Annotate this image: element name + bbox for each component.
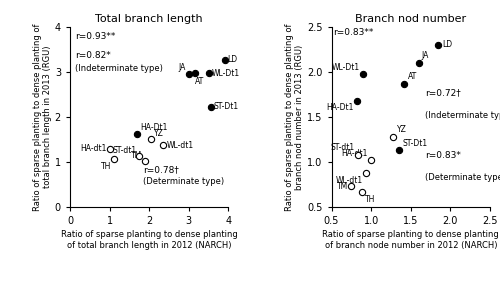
Y-axis label: Ratio of sparse planting to dense planting of
branch nod number in 2013 (RGU): Ratio of sparse planting to dense planti…: [285, 23, 304, 211]
Text: WL-Dt1: WL-Dt1: [212, 69, 240, 78]
Text: TH: TH: [365, 194, 375, 204]
Text: (Determinate type): (Determinate type): [425, 173, 500, 182]
Text: HA-Dt1: HA-Dt1: [140, 123, 168, 132]
Text: ST-Dt1: ST-Dt1: [214, 102, 239, 112]
Text: (Indeterminate type): (Indeterminate type): [425, 111, 500, 120]
Text: TH: TH: [101, 162, 112, 170]
Text: ST-dt1: ST-dt1: [112, 146, 136, 155]
Text: YZ: YZ: [396, 125, 406, 134]
Text: LD: LD: [442, 40, 452, 49]
Text: r=0.83*: r=0.83*: [425, 151, 461, 160]
Text: JA: JA: [178, 63, 186, 72]
Title: Branch nod number: Branch nod number: [355, 15, 467, 25]
Text: YZ: YZ: [154, 129, 164, 138]
Text: WL-dt1: WL-dt1: [336, 176, 362, 185]
Text: WL-Dt1: WL-Dt1: [332, 63, 360, 72]
Text: r=0.82*: r=0.82*: [75, 52, 110, 60]
Text: (Indeterminate type): (Indeterminate type): [75, 64, 162, 73]
Text: r=0.72†: r=0.72†: [425, 88, 461, 97]
Text: ST-Dt1: ST-Dt1: [402, 139, 427, 148]
Y-axis label: Ratio of sparse planting to dense planting of
total branch length in 2013 (RGU): Ratio of sparse planting to dense planti…: [32, 23, 52, 211]
Text: LD: LD: [228, 55, 238, 64]
Text: TM: TM: [337, 182, 348, 191]
Text: HA-dt1: HA-dt1: [342, 149, 368, 157]
Text: AT: AT: [195, 77, 204, 86]
X-axis label: Ratio of sparse planting to dense planting
of branch node number in 2012 (NARCH): Ratio of sparse planting to dense planti…: [322, 230, 499, 250]
Text: (Determinate type): (Determinate type): [144, 176, 224, 186]
Text: HA-Dt1: HA-Dt1: [326, 103, 353, 112]
Text: r=0.93**: r=0.93**: [75, 32, 115, 41]
Text: r=0.83**: r=0.83**: [333, 28, 374, 38]
Text: AT: AT: [408, 72, 417, 81]
Text: HA-dt1: HA-dt1: [80, 144, 106, 153]
Text: r=0.78†: r=0.78†: [144, 166, 179, 175]
Text: TM: TM: [131, 151, 142, 160]
X-axis label: Ratio of sparse planting to dense planting
of total branch length in 2012 (NARCH: Ratio of sparse planting to dense planti…: [61, 230, 238, 250]
Text: WL-dt1: WL-dt1: [166, 141, 194, 150]
Title: Total branch length: Total branch length: [96, 15, 203, 25]
Text: JA: JA: [422, 51, 429, 60]
Text: ST-dt1: ST-dt1: [330, 143, 354, 152]
